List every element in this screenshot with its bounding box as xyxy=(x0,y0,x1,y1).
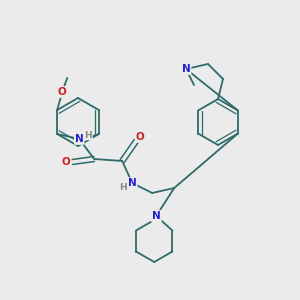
Text: H: H xyxy=(84,130,92,140)
Text: O: O xyxy=(62,157,70,167)
Text: N: N xyxy=(75,134,84,144)
Text: O: O xyxy=(136,132,145,142)
Text: N: N xyxy=(152,211,161,221)
Text: H: H xyxy=(119,184,127,193)
Text: N: N xyxy=(152,211,161,221)
Text: N: N xyxy=(182,64,190,74)
Text: N: N xyxy=(128,178,136,188)
Text: O: O xyxy=(58,87,67,97)
Text: N: N xyxy=(182,64,190,74)
